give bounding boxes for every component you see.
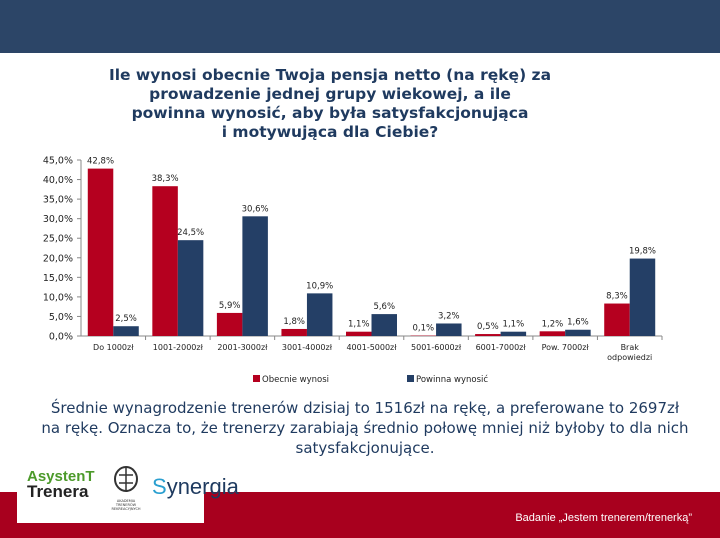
data-label: 42,8% <box>87 157 114 167</box>
title-line: Ile wynosi obecnie Twoja pensja netto (n… <box>108 66 552 84</box>
x-tick-label: Pow. 7000zł <box>542 343 590 352</box>
bar <box>539 331 566 336</box>
title-line: i motywująca dla Ciebie? <box>221 123 439 141</box>
bar <box>475 334 501 336</box>
legend-label: Obecnie wynosi <box>262 375 329 385</box>
data-label: 5,6% <box>373 302 395 312</box>
data-label: 24,5% <box>177 228 204 238</box>
data-label: 5,9% <box>219 301 241 311</box>
data-label: 1,2% <box>542 319 564 329</box>
data-label: 0,5% <box>477 322 499 332</box>
x-tick-label: Brak <box>621 343 640 352</box>
legend-label: Powinna wynosić <box>416 374 488 385</box>
data-label: 3,2% <box>438 311 460 321</box>
y-tick-label: 0,0% <box>49 332 73 343</box>
footer-text: Badanie „Jestem trenerem/trenerką” <box>515 512 692 524</box>
y-tick-label: 30,0% <box>43 214 73 225</box>
logos-panel: AsystenT Trenera AKADEMIA TRENERÓW REKREAC… <box>17 459 239 523</box>
title-line: powinna wynosić, aby była satysfakcjonuj… <box>131 104 529 122</box>
y-tick-label: 35,0% <box>43 195 73 206</box>
x-tick-label: Do 1000zł <box>93 343 134 352</box>
x-tick-label: 3001-4000zł <box>282 343 333 352</box>
bar <box>87 168 114 336</box>
data-label: 1,1% <box>503 320 525 330</box>
bar <box>629 258 656 336</box>
summary-text: Średnie wynagrodzenie trenerów dzisiaj t… <box>41 399 689 457</box>
bar <box>500 331 527 336</box>
x-tick-label: 2001-3000zł <box>217 343 268 352</box>
x-tick-label: 6001-7000zł <box>476 343 527 352</box>
bar <box>113 326 139 336</box>
bar <box>346 331 372 336</box>
data-label: 19,8% <box>629 247 656 257</box>
x-tick-label: 4001-5000zł <box>346 343 397 352</box>
y-tick-label: 40,0% <box>43 175 73 186</box>
bar <box>152 186 178 336</box>
bar <box>565 329 591 336</box>
data-label: 1,6% <box>567 318 589 328</box>
data-label: 8,3% <box>606 292 628 302</box>
bar <box>436 323 462 336</box>
bar <box>242 216 268 336</box>
title-line: prowadzenie jednej grupy wiekowej, a ile <box>149 85 511 103</box>
brain-icon <box>114 466 138 492</box>
y-tick-label: 15,0% <box>43 273 73 284</box>
bar <box>371 314 397 336</box>
data-label: 0,1% <box>413 324 435 334</box>
data-label: 2,5% <box>115 314 137 324</box>
data-label: 1,8% <box>283 317 305 327</box>
bar <box>306 293 333 336</box>
data-label: 10,9% <box>306 281 333 291</box>
y-tick-label: 45,0% <box>43 156 73 167</box>
data-label: 38,3% <box>152 174 179 184</box>
legend-swatch <box>253 375 260 382</box>
y-tick-label: 25,0% <box>43 234 73 245</box>
x-tick-label: odpowiedzi <box>607 353 652 362</box>
x-tick-label: 1001-2000zł <box>153 343 204 352</box>
y-tick-label: 10,0% <box>43 292 73 303</box>
chart-title: Ile wynosi obecnie Twoja pensja netto (n… <box>100 66 560 142</box>
header-bar <box>0 0 720 53</box>
bar <box>604 303 630 336</box>
asystent-trenera-logo: AsystenT Trenera <box>27 468 95 501</box>
bar <box>216 312 243 336</box>
data-label: 1,1% <box>348 320 370 330</box>
y-tick-label: 20,0% <box>43 253 73 264</box>
x-tick-label: 5001-6000zł <box>411 343 462 352</box>
bar <box>177 240 204 336</box>
legend-swatch <box>407 375 414 382</box>
bar <box>281 328 307 336</box>
synergia-logo: Synergia <box>152 474 239 499</box>
data-label: 30,6% <box>242 204 269 214</box>
y-tick-label: 5,0% <box>49 312 73 323</box>
bar-chart: 0,0% 5,0% 10,0% 15,0% 20,0% 25,0% 30,0% 35,0% 40… <box>43 156 663 385</box>
akademia-logo: AKADEMIA TRENERÓW REKREACYJNYCH <box>101 465 151 511</box>
